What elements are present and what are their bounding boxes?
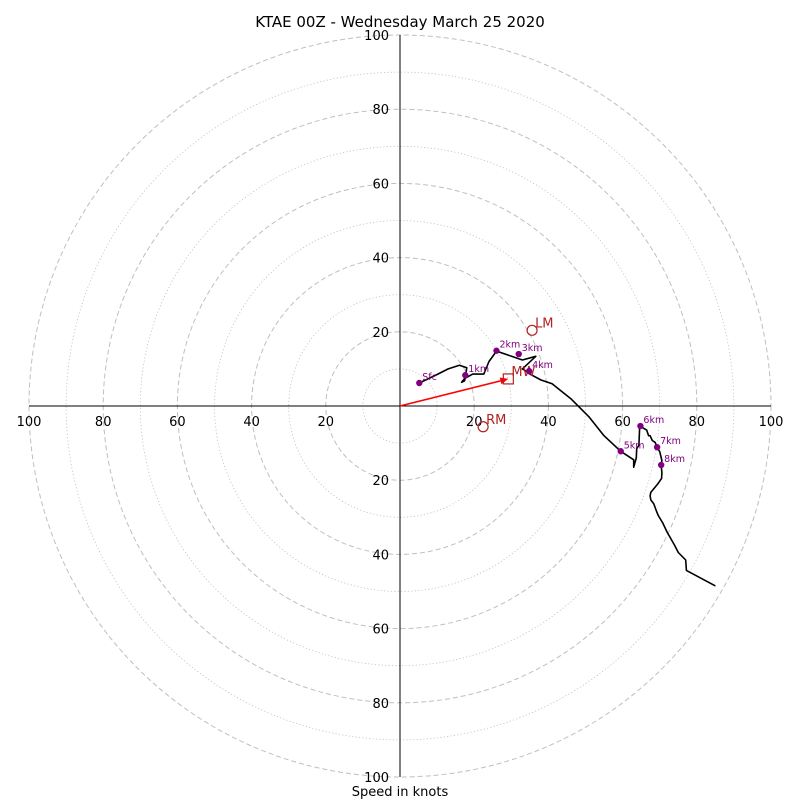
x-axis-label: Speed in knots [352,785,449,800]
height-marker [653,443,661,451]
height-marker [657,461,665,469]
storm-motion-marker [477,421,489,433]
height-marker [637,422,644,430]
mean-wind-vector [399,377,509,407]
y-tick-label: 80 [372,103,389,118]
chart-title: KTAE 00Z - Wednesday March 25 2020 [255,13,545,31]
storm-motion-marker [526,324,538,336]
height-marker-label: 8km [664,454,685,465]
hodograph-trace [418,350,716,587]
x-tick-label: 100 [759,415,784,430]
x-tick-label: 80 [95,415,112,430]
height-marker-label: 2km [499,340,520,351]
y-tick-label: 60 [372,623,389,638]
height-marker-label: Sfc [422,372,437,383]
mean-wind-vector-head [499,377,509,385]
x-tick-label: 20 [318,415,335,430]
height-marker-label: 5km [624,440,645,451]
height-marker-label: 4km [532,360,553,371]
x-tick-label: 80 [689,415,706,430]
tick-labels: 100 80 60 40 20 20 40 60 80 100204060801002040608… [17,29,784,786]
y-tick-label: 100 [364,771,389,786]
height-marker-label: 6km [643,415,664,426]
x-tick-label: 60 [169,415,186,430]
storm-motion-marker [502,373,514,385]
x-tick-label: 40 [540,415,557,430]
storm-motion-label: LM [535,316,553,331]
height-marker [515,350,522,358]
y-tick-label: 40 [372,252,389,267]
height-marker [493,347,500,354]
height-marker [525,367,533,375]
x-tick-label: 100 [17,415,42,430]
height-marker [617,448,624,455]
height-marker-label: 1km [468,364,489,375]
height-markers: Sfc 1km 2km 3km 4km 5km 6km 7km 8km [416,340,685,469]
height-marker [416,379,423,387]
storm-motion-label: RM [486,413,506,428]
y-tick-label: 20 [372,326,389,341]
hodograph-line [418,350,716,587]
mean-wind-vector-shaft [399,380,501,407]
height-marker-label: 3km [522,343,543,354]
height-marker [462,372,469,379]
y-tick-label: 80 [372,697,389,712]
y-tick-label: 40 [372,548,389,563]
y-tick-label: 60 [372,177,389,192]
x-tick-label: 40 [243,415,260,430]
y-tick-label: 20 [372,474,389,489]
height-marker-label: 7km [660,436,681,447]
y-tick-label: 100 [364,29,389,44]
x-tick-label: 60 [614,415,631,430]
